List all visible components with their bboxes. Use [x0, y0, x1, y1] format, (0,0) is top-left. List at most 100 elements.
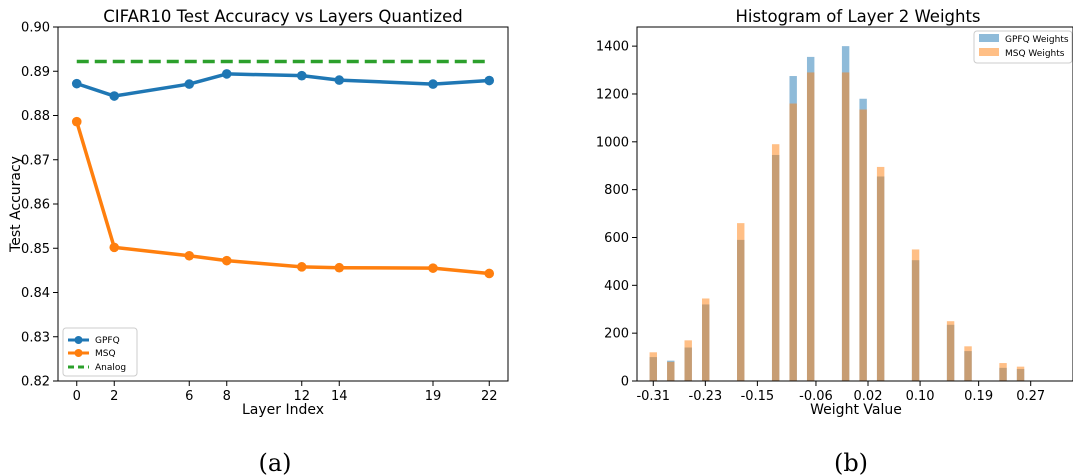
chart-a-y-tick-label: 0.83 — [21, 330, 50, 345]
chart-b-y-ticks: 0 200 400 600 800 1000 1200 1400 — [596, 40, 637, 390]
histogram-bar-msq-weights — [911, 249, 920, 381]
data-point-msq — [296, 262, 307, 272]
histogram-bar-msq-weights — [1016, 366, 1025, 381]
chart-a-y-tick-label: 0.85 — [21, 242, 50, 257]
chart-b-x-tick-label: 0.02 — [854, 389, 883, 404]
chart-a-x-tick-label: 14 — [331, 389, 348, 404]
legend-item-gpfq-weights: GPFQ Weights — [979, 34, 1069, 45]
histogram-bar-msq-weights — [859, 109, 867, 382]
chart-b-x-tick-label: -0.31 — [636, 389, 670, 404]
chart-b-y-tick-label: 0 — [621, 375, 629, 390]
data-point-msq — [428, 263, 438, 273]
chart-b-title: Histogram of Layer 2 Weights — [735, 7, 980, 26]
series-line-gpfq — [76, 72, 490, 98]
chart-a-y-tick-label: 0.87 — [21, 153, 50, 168]
legend-label-msq-weights: MSQ Weights — [1005, 49, 1065, 59]
histogram-bar-msq-weights — [841, 72, 850, 381]
chart-a-y-tick-label: 0.86 — [21, 198, 50, 213]
caption-b: (b) — [834, 449, 868, 475]
chart-a-y-tick-label: 0.90 — [21, 21, 50, 36]
chart-b-plot-area — [636, 26, 1073, 382]
legend-swatch-msq-weights — [979, 48, 999, 56]
data-point-msq — [221, 255, 232, 266]
data-point-gpfq — [184, 79, 195, 89]
histogram-bar-msq-weights — [964, 346, 972, 381]
data-point-gpfq — [428, 79, 438, 89]
histogram-bar-msq-weights — [737, 223, 745, 381]
chart-a-x-tick-label: 22 — [481, 389, 498, 404]
histogram-bar-msq-weights — [999, 363, 1007, 381]
chart-a-x-axis-label: Layer Index — [242, 402, 324, 418]
histogram-bar-msq-weights — [702, 298, 710, 381]
data-point-gpfq — [484, 75, 495, 86]
chart-b-x-tick-label: 0.27 — [1016, 389, 1045, 404]
chart-b-y-tick-label: 1400 — [596, 40, 629, 55]
chart-a-x-tick-label: 0 — [73, 389, 81, 404]
chart-b-y-tick-label: 600 — [604, 231, 629, 246]
series-line-msq — [75, 121, 490, 276]
chart-b-bars — [649, 46, 1025, 382]
legend-item-gpfq: GPFQ — [68, 336, 120, 346]
histogram-bar-msq-weights — [876, 166, 885, 381]
chart-a-x-tick-label: 12 — [293, 389, 310, 404]
chart-b-y-tick-label: 1000 — [596, 135, 629, 150]
data-point-msq — [484, 268, 495, 279]
chart-b-y-tick-label: 200 — [604, 327, 629, 342]
chart-a-x-ticks: 0 2 6 8 12 14 19 22 — [73, 381, 498, 404]
chart-b-y-tick-label: 800 — [604, 183, 629, 198]
chart-b-x-tick-label: 0.19 — [964, 389, 993, 404]
chart-a-x-tick-label: 19 — [425, 389, 442, 404]
legend-marker-msq — [74, 349, 83, 357]
chart-a-x-tick-label: 2 — [110, 389, 118, 404]
chart-b-x-tick-label: -0.06 — [799, 389, 833, 404]
chart-a-y-tick-label: 0.82 — [21, 375, 50, 390]
legend-item-msq: MSQ — [68, 349, 116, 359]
data-point-msq — [71, 116, 82, 127]
chart-b-x-ticks: -0.31 -0.23 -0.15 -0.06 0.02 0.10 0.19 0.27 — [636, 381, 1045, 404]
histogram-bar-msq-weights — [946, 321, 955, 381]
histogram-bar-msq-weights — [667, 361, 675, 381]
chart-b-x-tick-label: -0.23 — [689, 389, 723, 404]
chart-a-legend: GPFQ MSQ Analog — [62, 327, 138, 377]
chart-a-x-tick-label: 8 — [223, 389, 231, 404]
chart-b-legend: GPFQ Weights MSQ Weights — [973, 30, 1073, 64]
histogram-bar-msq-weights — [771, 144, 780, 381]
histogram-bar-msq-weights — [789, 103, 797, 382]
data-point-gpfq — [296, 70, 307, 81]
chart-a-title: CIFAR10 Test Accuracy vs Layers Quantize… — [103, 7, 462, 26]
chart-a-x-tick-label: 6 — [185, 389, 193, 404]
histogram-bar-msq-weights — [806, 72, 815, 381]
chart-a-series — [71, 59, 495, 279]
legend-item-msq-weights: MSQ Weights — [979, 48, 1065, 59]
caption-a: (a) — [258, 449, 291, 475]
chart-a-y-axis-label: Test Accuracy — [8, 156, 24, 253]
histogram-bar-msq-weights — [649, 352, 657, 381]
chart-a-y-tick-label: 0.84 — [21, 286, 50, 301]
legend-swatch-gpfq-weights — [979, 34, 999, 42]
legend-label-gpfq-weights: GPFQ Weights — [1005, 35, 1069, 45]
legend-label-msq: MSQ — [95, 349, 116, 359]
chart-a-y-ticks: 0.82 0.83 0.84 0.85 0.86 0.87 0.88 0.89 0.90 — [21, 21, 58, 390]
legend-item-analog: Analog — [68, 363, 126, 373]
data-point-msq — [184, 250, 195, 261]
data-point-gpfq — [221, 69, 232, 79]
legend-marker-gpfq — [74, 336, 83, 344]
chart-b-y-tick-label: 1200 — [596, 87, 629, 102]
data-point-msq — [109, 242, 120, 253]
legend-label-analog: Analog — [95, 363, 126, 373]
data-point-gpfq — [71, 78, 82, 89]
chart-b-y-tick-label: 400 — [604, 279, 629, 294]
chart-b-x-tick-label: -0.15 — [741, 389, 775, 404]
histogram-bar-msq-weights — [684, 340, 692, 381]
chart-b: Histogram of Layer 2 Weights 0 200 400 600 8… — [596, 7, 1073, 475]
data-point-gpfq — [109, 91, 120, 101]
chart-a-y-tick-label: 0.89 — [21, 65, 50, 80]
chart-a: CIFAR10 Test Accuracy vs Layers Quantize… — [8, 7, 509, 475]
data-point-gpfq — [334, 75, 345, 85]
legend-label-gpfq: GPFQ — [95, 336, 120, 346]
chart-a-y-tick-label: 0.88 — [21, 109, 50, 124]
chart-b-x-tick-label: 0.10 — [906, 389, 935, 404]
data-point-msq — [334, 262, 345, 273]
chart-b-x-axis-label: Weight Value — [810, 402, 902, 418]
